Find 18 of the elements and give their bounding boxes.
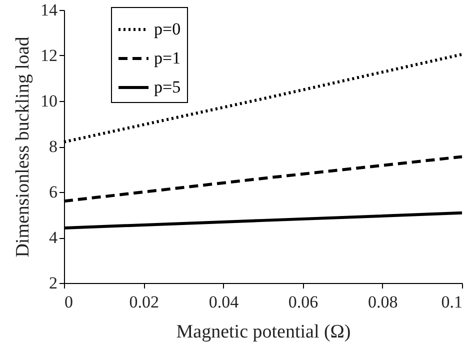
x-tick-label: 0.08 [368, 292, 398, 312]
legend-label: p=1 [154, 48, 181, 68]
legend-label: p=0 [154, 20, 181, 38]
y-axis-title: Dimensionless buckling load [12, 36, 34, 258]
x-tick-label: 0.02 [129, 292, 159, 312]
x-tick-label: 0.1 [441, 292, 462, 312]
x-tick-label: 0.06 [288, 292, 318, 312]
y-tick-label: 12 [40, 46, 58, 65]
y-tick-label: 2 [49, 274, 58, 292]
x-tick-label: 0 [64, 292, 73, 312]
y-tick-label: 8 [49, 137, 58, 156]
legend-label: p=5 [154, 78, 181, 96]
y-tick-label: 14 [40, 0, 58, 20]
x-axis-title: Magnetic potential (Ω) [176, 322, 351, 342]
y-tick-label: 6 [49, 182, 58, 202]
x-tick-label: 0.04 [208, 292, 240, 312]
y-tick-label: 10 [40, 92, 58, 110]
y-tick-label: 4 [49, 228, 58, 247]
